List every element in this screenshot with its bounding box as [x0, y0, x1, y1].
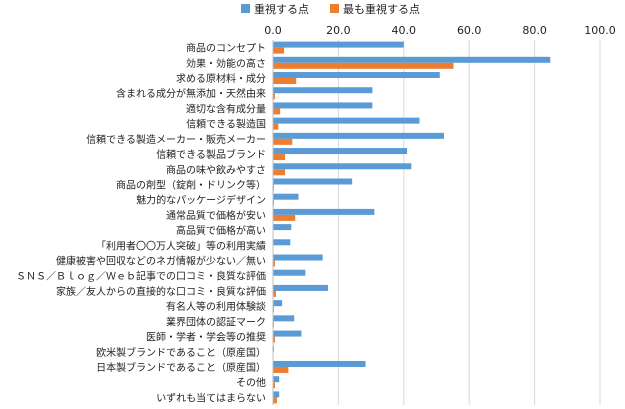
category-label: 含まれる成分が無添加・天然由来 — [116, 87, 266, 100]
x-tick-label: 40.0 — [392, 24, 417, 37]
bar-important — [273, 193, 299, 200]
category-label: 商品の剤型（錠剤・ドリンク等） — [116, 178, 266, 191]
category-label: ＳＮＳ／Ｂｌｏｇ／Ｗｅｂ記事での口コミ・良質な評価 — [16, 270, 266, 283]
category-label: 通常品質で価格が安い — [166, 209, 266, 222]
bar-important — [273, 72, 440, 79]
category-label: 医師・学者・学会等の推奨 — [146, 331, 266, 344]
category-label: 信頼できる製品ブランド — [156, 148, 266, 161]
legend-swatch — [330, 4, 339, 13]
category-label: 家族／友人からの直接的な口コミ・良質な評価 — [56, 285, 266, 298]
category-label: 「利用者〇〇万人突破」等の利用実績 — [96, 239, 266, 252]
bar-important — [273, 117, 420, 124]
legend-label: 重視する点 — [254, 2, 309, 16]
bar-most-important — [273, 260, 275, 267]
bar-important — [273, 56, 551, 63]
category-labels: 商品のコンセプト効果・効能の高さ求める原材料・成分含まれる成分が無添加・天然由来… — [16, 42, 266, 405]
bar-most-important — [273, 108, 281, 115]
bar-important — [273, 269, 306, 276]
category-label: 商品の味や飲みやすさ — [166, 163, 266, 176]
bar-most-important — [273, 169, 286, 176]
bar-important — [273, 132, 445, 139]
bar-important — [273, 102, 373, 109]
bar-important — [273, 376, 280, 383]
bar-most-important — [273, 382, 275, 389]
bar-most-important — [273, 366, 289, 373]
x-tick-label: 0.0 — [264, 24, 282, 37]
legend: 重視する点 最も重視する点 — [241, 2, 420, 16]
category-label: 信頼できる製造国 — [186, 118, 266, 131]
legend-swatch — [241, 4, 250, 13]
bar-important — [273, 391, 280, 398]
x-tick-label: 80.0 — [522, 24, 547, 37]
bars — [273, 41, 551, 404]
x-tick-label: 20.0 — [326, 24, 351, 37]
category-label: 有名人等の利用体験談 — [166, 300, 266, 313]
bar-important — [273, 315, 295, 322]
category-label: 適切な含有成分量 — [186, 102, 266, 115]
bar-important — [273, 300, 283, 307]
bar-most-important — [273, 214, 296, 221]
category-label: 日本製ブランドであること（原産国） — [96, 361, 266, 374]
category-label: 求める原材料・成分 — [176, 72, 266, 85]
category-label: 商品のコンセプト — [186, 42, 266, 55]
category-label: 欧米製ブランドであること（原産国） — [96, 346, 266, 359]
bar-important — [273, 148, 408, 155]
bar-important — [273, 224, 292, 231]
bar-most-important — [273, 154, 286, 161]
category-label: 業界団体の認証マーク — [166, 315, 266, 328]
bar-important — [273, 330, 302, 337]
bar-important — [273, 360, 366, 367]
bar-most-important — [273, 93, 275, 100]
bar-important — [273, 239, 291, 246]
bar-important — [273, 87, 373, 94]
bar-most-important — [273, 138, 293, 145]
legend-label: 最も重視する点 — [343, 2, 420, 16]
x-tick-label: 60.0 — [457, 24, 482, 37]
bar-most-important — [273, 336, 275, 343]
category-label: 魅力的なパッケージデザイン — [136, 194, 266, 207]
category-label: 信頼できる製造メーカー・販売メーカー — [86, 133, 266, 146]
bar-important — [273, 163, 412, 170]
category-label: いずれも当てはまらない — [156, 391, 266, 404]
x-axis-ticks: 0.0 20.0 40.0 60.0 80.0 100.0 — [264, 24, 616, 37]
category-label: その他 — [236, 376, 266, 389]
bar-most-important — [273, 290, 276, 297]
bar-important — [273, 208, 375, 215]
bar-most-important — [273, 78, 297, 85]
bar-most-important — [273, 123, 279, 130]
bar-most-important — [273, 397, 277, 404]
category-label: 健康被害や回収などのネガ情報が少ない／無い — [56, 255, 266, 268]
bar-important — [273, 284, 328, 291]
bar-important — [273, 41, 404, 48]
bar-important — [273, 178, 353, 185]
bar-most-important — [273, 62, 454, 69]
category-label: 高品質で価格が高い — [176, 224, 266, 237]
category-label: 効果・効能の高さ — [186, 57, 266, 70]
gridlines — [337, 40, 601, 405]
bar-important — [273, 254, 323, 261]
bar-most-important — [273, 47, 285, 54]
x-tick-label: 100.0 — [584, 24, 616, 37]
